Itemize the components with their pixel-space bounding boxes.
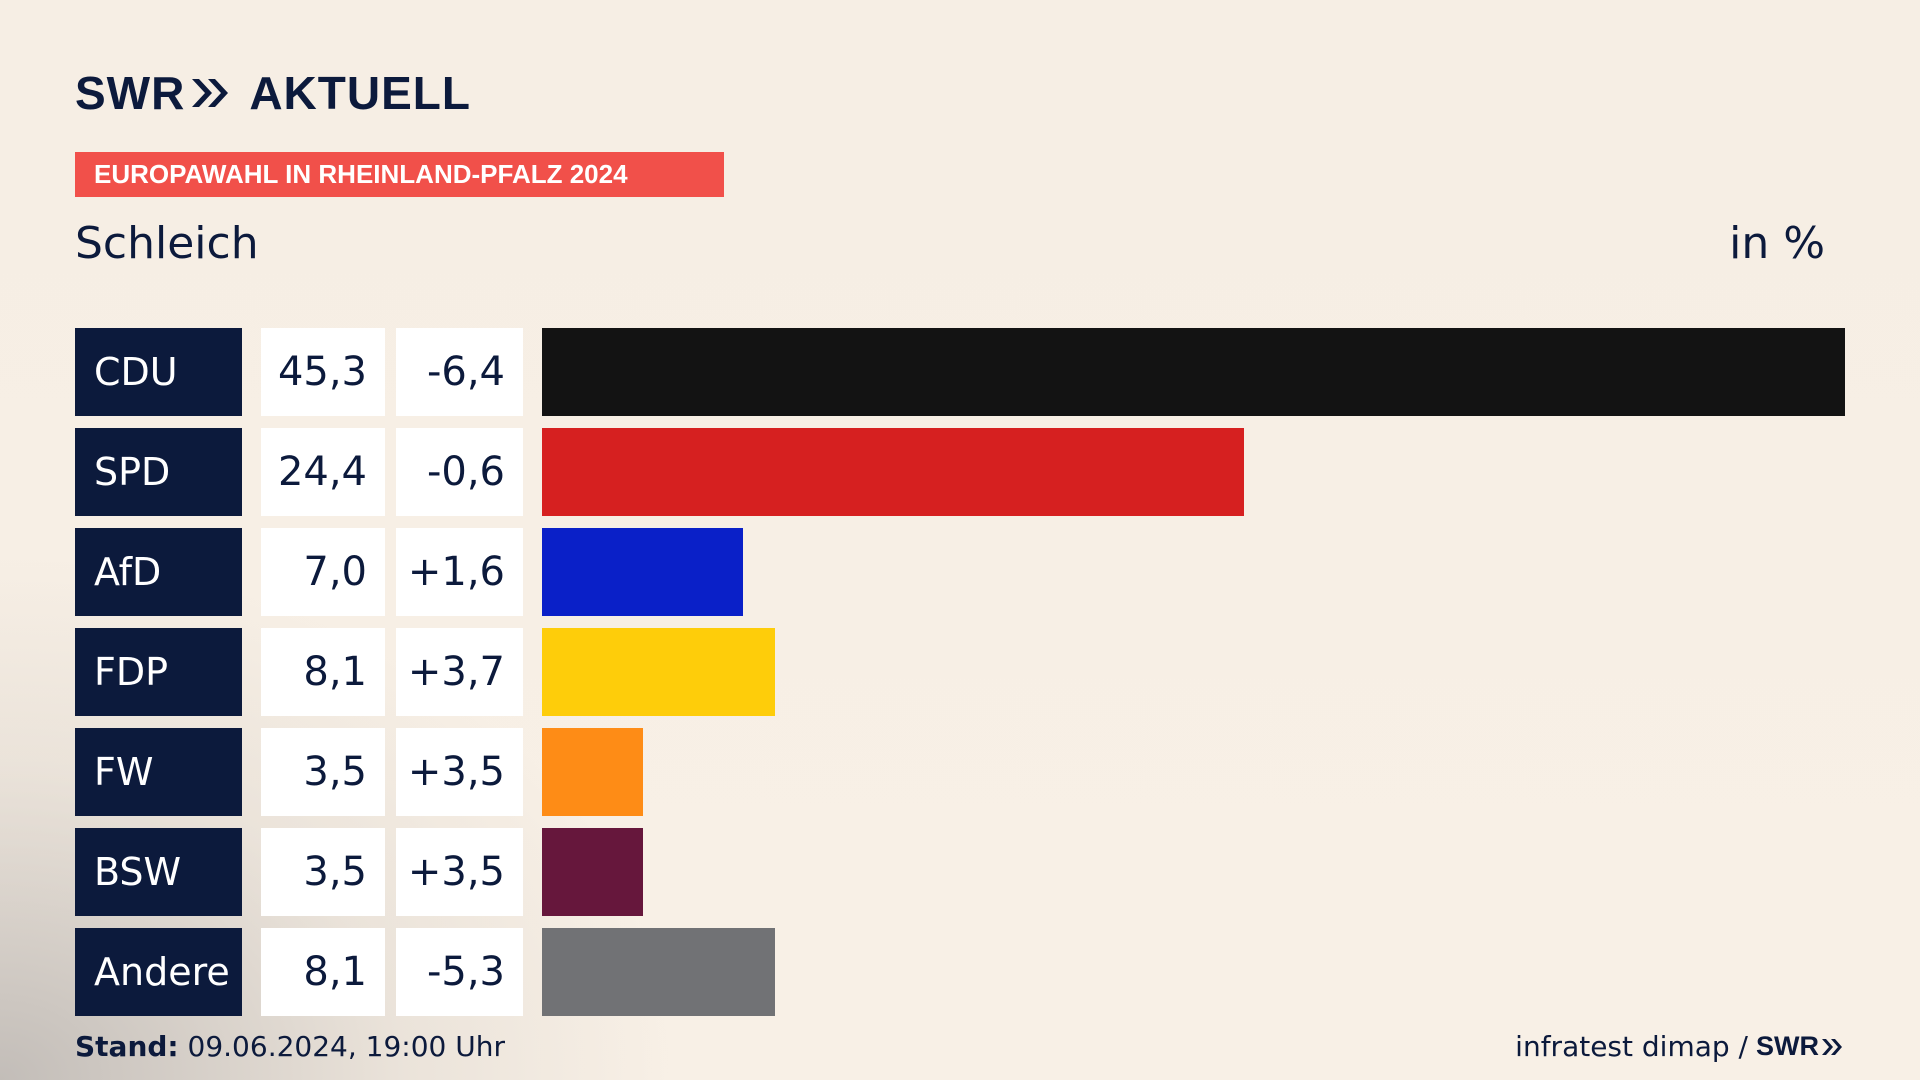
party-label: BSW [75,828,242,916]
change-value: +3,7 [396,628,523,716]
party-label: Andere [75,928,242,1016]
result-row: BSW 3,5 +3,5 [75,828,1845,916]
source-footer: infratest dimap / SWR [1515,1030,1845,1063]
swr-aktuell-logo: SWR AKTUELL [75,66,471,120]
change-value: +1,6 [396,528,523,616]
vote-share-bar [542,428,1244,516]
result-row: FDP 8,1 +3,7 [75,628,1845,716]
change-value: -5,3 [396,928,523,1016]
change-value: +3,5 [396,728,523,816]
vote-share-bar [542,328,1845,416]
vote-share-value: 24,4 [261,428,385,516]
footer-swr-text: SWR [1756,1031,1819,1061]
double-chevron-icon [192,79,229,107]
vote-share-value: 3,5 [261,828,385,916]
vote-share-value: 8,1 [261,628,385,716]
election-banner: EUROPAWAHL IN RHEINLAND-PFALZ 2024 [75,152,724,197]
party-label: FDP [75,628,242,716]
party-label: FW [75,728,242,816]
result-row: Andere 8,1 -5,3 [75,928,1845,1016]
result-row: AfD 7,0 +1,6 [75,528,1845,616]
change-value: -6,4 [396,328,523,416]
vote-share-bar [542,928,775,1016]
source-text: infratest dimap / [1515,1030,1748,1063]
logo-aktuell-text: AKTUELL [249,67,471,119]
vote-share-bar [542,528,743,616]
vote-share-bar [542,828,643,916]
vote-share-value: 3,5 [261,728,385,816]
change-value: +3,5 [396,828,523,916]
vote-share-value: 8,1 [261,928,385,1016]
vote-share-bar [542,728,643,816]
chart-subtitle: Schleich [75,218,259,269]
vote-share-value: 45,3 [261,328,385,416]
stand-label: Stand: [75,1030,179,1063]
unit-label: in % [1729,218,1825,269]
vote-share-value: 7,0 [261,528,385,616]
logo-swr-text: SWR [75,67,186,119]
change-value: -0,6 [396,428,523,516]
vote-share-bar [542,628,775,716]
party-label: SPD [75,428,242,516]
party-label: CDU [75,328,242,416]
party-label: AfD [75,528,242,616]
result-row: CDU 45,3 -6,4 [75,328,1845,416]
result-row: SPD 24,4 -0,6 [75,428,1845,516]
stand-value: 09.06.2024, 19:00 Uhr [187,1030,505,1063]
result-row: FW 3,5 +3,5 [75,728,1845,816]
timestamp-footer: Stand: 09.06.2024, 19:00 Uhr [75,1030,505,1063]
footer-double-chevron-icon [1822,1038,1842,1055]
